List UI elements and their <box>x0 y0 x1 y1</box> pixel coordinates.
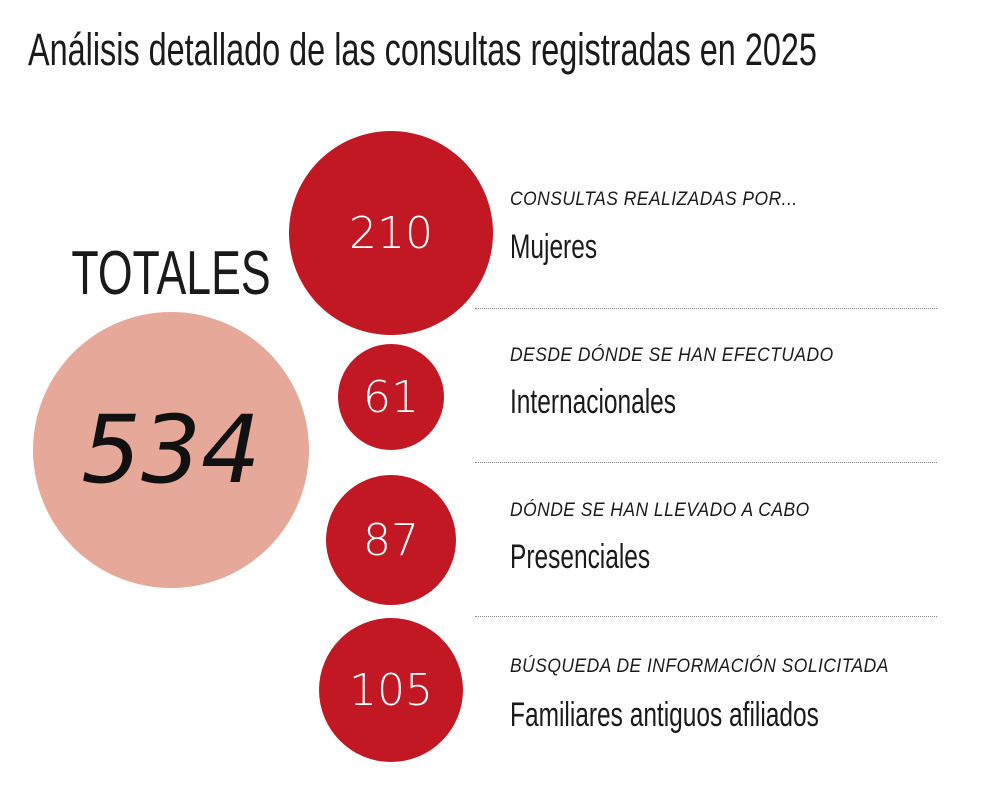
bubble-value: 210 <box>349 207 433 259</box>
label-familiares: Familiares antiguos afiliados <box>510 696 819 734</box>
bubble-mujeres: 210 <box>289 131 493 335</box>
bubble-value: 61 <box>363 371 419 423</box>
page-title: Análisis detallado de las consultas regi… <box>28 24 817 75</box>
total-value: 534 <box>81 395 261 505</box>
bubble-familiares: 105 <box>319 618 463 762</box>
caption-internacionales: DESDE DÓNDE SE HAN EFECTUADO <box>510 345 834 366</box>
caption-presenciales: DÓNDE SE HAN LLEVADO A CABO <box>510 500 810 521</box>
bubble-presenciales: 87 <box>326 475 456 605</box>
bubble-value: 87 <box>363 514 419 566</box>
caption-mujeres: CONSULTAS REALIZADAS POR... <box>510 189 798 210</box>
bubble-value: 105 <box>349 664 433 716</box>
label-presenciales: Presenciales <box>510 538 651 576</box>
totales-label: TOTALES <box>71 239 271 308</box>
divider <box>475 462 937 463</box>
total-bubble: 534 <box>33 312 309 588</box>
label-mujeres: Mujeres <box>510 228 598 266</box>
label-internacionales: Internacionales <box>510 383 677 421</box>
divider <box>475 616 937 617</box>
bubble-internacionales: 61 <box>338 344 444 450</box>
divider <box>475 308 937 309</box>
caption-familiares: BÚSQUEDA DE INFORMACIÓN SOLICITADA <box>510 656 889 677</box>
